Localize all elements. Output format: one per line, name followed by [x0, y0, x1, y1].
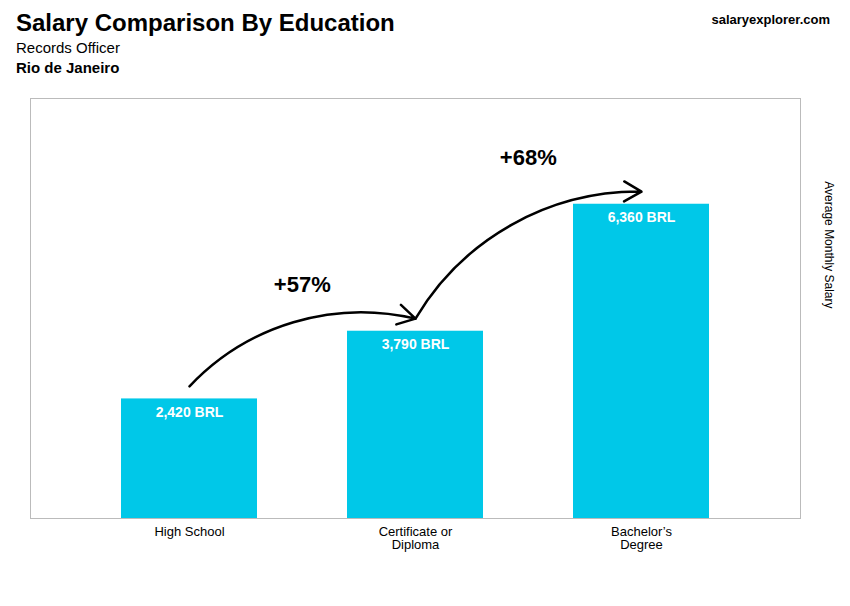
svg-text:3,790 BRL: 3,790 BRL — [382, 336, 450, 352]
html-text:salaryexplorer.com: salaryexplorer.com — [711, 12, 830, 27]
html-text:Rio de Janeiro: Rio de Janeiro — [16, 59, 120, 76]
html-text:Records Officer: Records Officer — [16, 39, 120, 56]
svg-text:2,420 BRL: 2,420 BRL — [156, 404, 224, 420]
svg-text:Bachelor’sDegree: Bachelor’sDegree — [611, 524, 672, 552]
svg-text:Certificate orDiploma: Certificate orDiploma — [379, 524, 453, 552]
svg-text:6,360 BRL: 6,360 BRL — [608, 209, 676, 225]
html-text:Salary Comparison By Education: Salary Comparison By Education — [16, 9, 395, 36]
svg-text:Average Monthly Salary: Average Monthly Salary — [822, 181, 836, 308]
svg-text:+57%: +57% — [274, 272, 331, 297]
svg-text:+68%: +68% — [500, 145, 557, 170]
svg-text:High School: High School — [154, 524, 224, 539]
